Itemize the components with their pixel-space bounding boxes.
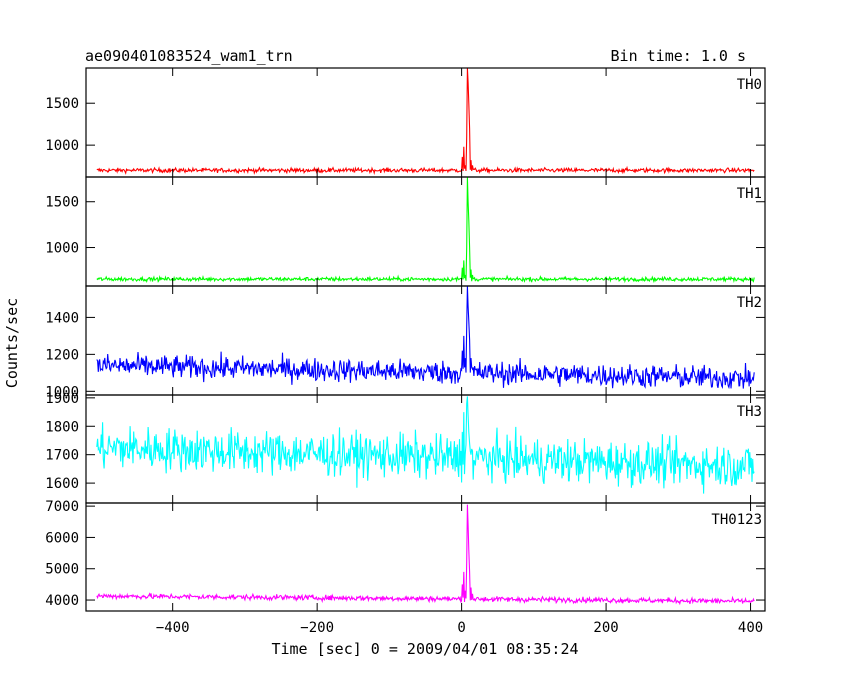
y-axis-label: Counts/sec bbox=[3, 298, 21, 388]
panel-frame bbox=[85, 67, 766, 178]
panel-frame bbox=[85, 502, 766, 612]
x-axis-label: Time [sec] 0 = 2009/04/01 08:35:24 bbox=[271, 640, 578, 658]
x-tick-label: 400 bbox=[738, 620, 763, 636]
bin-time-title: Bin time: 1.0 s bbox=[611, 47, 746, 65]
x-tick-label: −400 bbox=[156, 620, 190, 636]
y-tick-label: 4000 bbox=[45, 593, 79, 609]
y-tick-label: 6000 bbox=[45, 530, 79, 546]
y-tick-label: 1000 bbox=[45, 138, 79, 154]
y-tick-label: 1500 bbox=[45, 195, 79, 211]
y-tick-label: 1200 bbox=[45, 347, 79, 363]
observation-id-title: ae090401083524_wam1_trn bbox=[85, 47, 293, 65]
y-tick-label: 1700 bbox=[45, 448, 79, 464]
y-tick-label: 1000 bbox=[45, 241, 79, 257]
panel-th0: 1000 1500 TH0 bbox=[45, 67, 766, 178]
x-tick-label: 200 bbox=[593, 620, 618, 636]
y-tick-label: 1600 bbox=[45, 476, 79, 492]
series-line-th1 bbox=[96, 177, 755, 284]
y-tick-label: 1800 bbox=[45, 419, 79, 435]
series-line-th0 bbox=[96, 68, 755, 176]
panel-th1: 1000 1500 TH1 bbox=[45, 176, 766, 287]
panel-th2: 1000 1200 1400 TH2 bbox=[45, 285, 766, 400]
y-tick-label: 1500 bbox=[45, 96, 79, 112]
panel-label-th1: TH1 bbox=[737, 186, 762, 202]
panels-group: 1000 1500 TH0 1000 1500 TH1 1000 1200 1400 TH2 160… bbox=[45, 67, 766, 612]
x-axis: −400 −200 0 200 400 bbox=[156, 620, 763, 636]
panel-label-th0123: TH0123 bbox=[711, 512, 762, 528]
series-line-th3 bbox=[96, 396, 755, 494]
y-tick-label: 1000 bbox=[45, 384, 79, 400]
y-tick-label: 5000 bbox=[45, 562, 79, 578]
panel-label-th0: TH0 bbox=[737, 77, 762, 93]
y-tick-label: 7000 bbox=[45, 499, 79, 515]
panel-frame bbox=[85, 176, 766, 287]
series-line-th0123 bbox=[96, 504, 755, 606]
x-tick-label: −200 bbox=[300, 620, 334, 636]
y-tick-label: 1400 bbox=[45, 310, 79, 326]
panel-th3: 1600 1700 1800 1900 TH3 bbox=[45, 391, 766, 504]
panel-th0123: 4000 5000 6000 7000 TH0123 bbox=[45, 499, 766, 612]
series-line-th2 bbox=[96, 286, 755, 390]
panel-label-th2: TH2 bbox=[737, 295, 762, 311]
x-tick-label: 0 bbox=[457, 620, 465, 636]
panel-label-th3: TH3 bbox=[737, 404, 762, 420]
y-tick-label: 1900 bbox=[45, 391, 79, 407]
